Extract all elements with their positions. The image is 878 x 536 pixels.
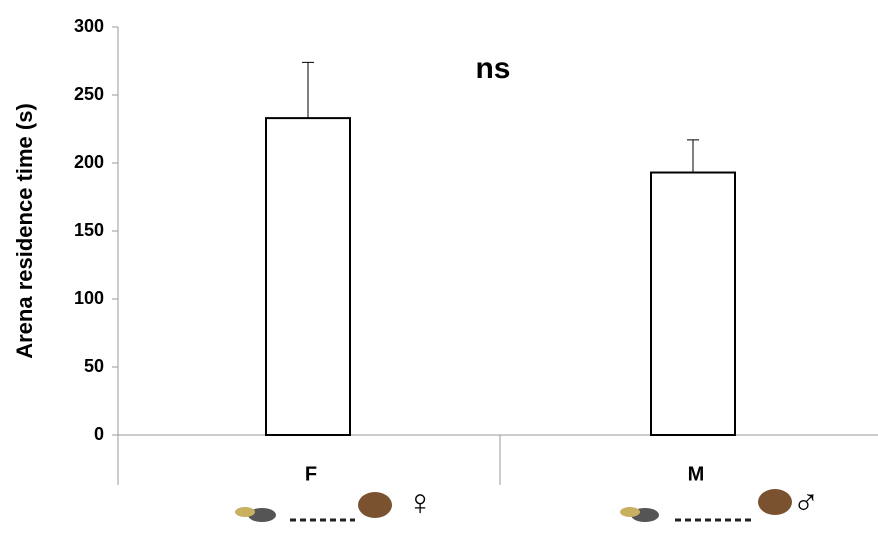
x-tick-label: F [305,463,317,485]
bar [266,118,350,435]
sex-symbol: ♀ [407,482,434,523]
annotation: ns [475,52,510,85]
bar [651,173,735,435]
y-axis-label: Arena residence time (s) [12,103,37,359]
insect-icon [235,489,792,522]
y-tick-label: 0 [94,424,104,444]
sex-symbol: ♂ [793,482,820,523]
x-tick-label: M [688,463,705,485]
y-tick-label: 150 [74,220,104,240]
y-tick-label: 200 [74,152,104,172]
y-tick-label: 50 [84,356,104,376]
y-tick-label: 250 [74,84,104,104]
y-tick-label: 100 [74,288,104,308]
page: ns Arena residence time (s) 0 50 100 150 200… [0,0,878,536]
y-tick-label: 300 [74,16,104,36]
chart: ns Arena residence time (s) 0 50 100 150 200… [0,0,878,536]
